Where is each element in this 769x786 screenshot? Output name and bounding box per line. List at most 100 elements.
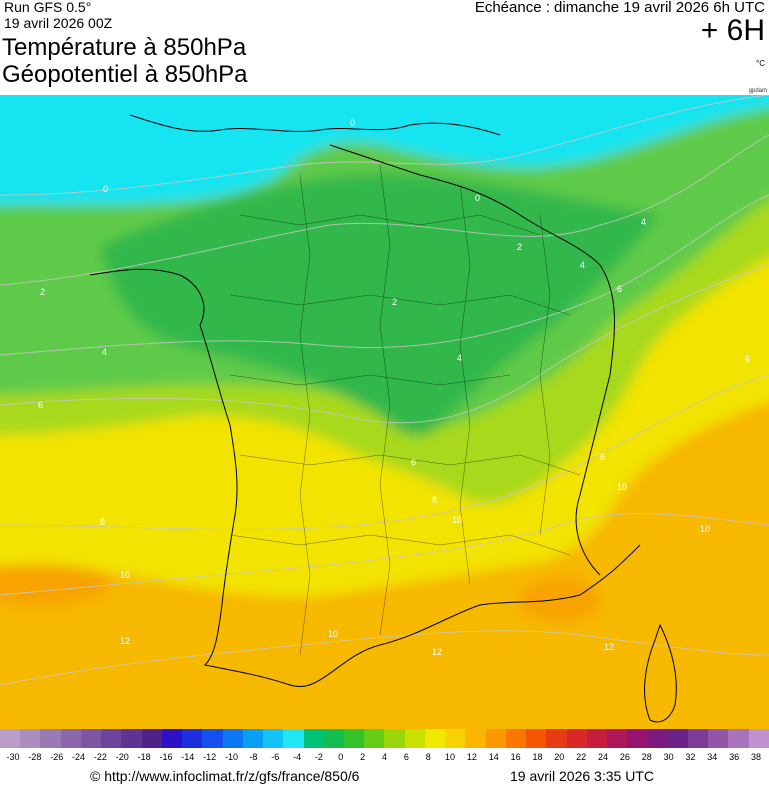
legend-swatch — [485, 729, 506, 748]
legend-swatch — [141, 729, 162, 748]
isotherm-label: 10 — [617, 482, 627, 492]
isotherm-label: 12 — [120, 636, 130, 646]
isotherm-label: 0 — [350, 118, 355, 128]
map-title-temperature: Température à 850hPa — [2, 34, 247, 61]
zone-orange-deep — [520, 578, 600, 622]
legend-tick-label: -28 — [28, 752, 42, 762]
isotherm-label: 2 — [392, 297, 397, 307]
legend-tick-label: -8 — [249, 752, 258, 762]
legend-swatch — [667, 729, 688, 748]
legend-tick-label: 8 — [425, 752, 431, 762]
legend-tick-label: 16 — [510, 752, 521, 762]
legend-swatch — [283, 729, 304, 748]
legend-swatch — [20, 729, 41, 748]
legend-tick-label: 36 — [729, 752, 740, 762]
legend-swatch — [242, 729, 264, 748]
legend-swatch — [40, 729, 61, 748]
legend-tick-label: -2 — [314, 752, 323, 762]
legend-swatch — [465, 729, 486, 748]
isotherm-label: 8 — [100, 517, 105, 527]
isotherm-label: 12 — [432, 647, 442, 657]
legend-swatch — [222, 729, 243, 748]
isotherm-label: 12 — [604, 642, 614, 652]
isotherm-label: 2 — [517, 242, 522, 252]
isotherm-label: 6 — [617, 284, 622, 294]
legend-swatch — [384, 729, 405, 748]
legend-tick-label: 20 — [554, 752, 565, 762]
legend-tick-label: 4 — [381, 752, 388, 762]
unit-label: °C — [756, 59, 765, 68]
isotherm-label: 0 — [103, 184, 108, 194]
legend-swatch — [687, 729, 709, 748]
color-scale-ticks: -30 -28 -26 -24 -22 -20 -18 -16 -14 -12 -10 -8 -6 -4-… — [0, 752, 769, 766]
color-scale-legend — [0, 729, 769, 748]
legend-tick-label: -20 — [115, 752, 129, 762]
isotherm-label: 4 — [102, 347, 107, 357]
legend-swatch — [364, 729, 385, 748]
isotherm-lines — [0, 95, 769, 686]
legend-swatch — [343, 729, 365, 748]
legend-tick-label: 22 — [576, 752, 587, 762]
legend-tick-label: 14 — [488, 752, 499, 762]
legend-tick-label: -4 — [293, 752, 302, 762]
legend-swatch — [80, 729, 102, 748]
legend-swatch — [182, 729, 203, 748]
legend-swatch — [60, 729, 81, 748]
legend-swatch — [424, 729, 446, 748]
isotherm-label: 4 — [580, 260, 585, 270]
brand-tag: gpdam — [748, 88, 767, 94]
legend-tick-label: -24 — [72, 752, 86, 762]
legend-swatch — [505, 729, 527, 748]
legend-swatch — [748, 729, 769, 748]
isotherm-label: 4 — [641, 217, 646, 227]
legend-swatch — [404, 729, 425, 748]
legend-swatch — [566, 729, 587, 748]
legend-swatch — [708, 729, 729, 748]
legend-tick-label: 38 — [750, 752, 762, 762]
legend-swatch — [526, 729, 547, 748]
map-title-geopotential: Géopotentiel à 850hPa — [2, 61, 248, 88]
legend-swatch — [263, 729, 284, 748]
legend-tick-label: -30 — [6, 752, 20, 762]
legend-swatch — [586, 729, 608, 748]
legend-swatch — [445, 729, 466, 748]
legend-tick-label: 10 — [445, 752, 456, 762]
legend-swatch — [546, 729, 567, 748]
legend-swatch — [323, 729, 344, 748]
legend-tick-label: 6 — [403, 752, 409, 762]
legend-tick-label: 28 — [641, 752, 652, 762]
source-url[interactable]: © http://www.infoclimat.fr/z/gfs/france/… — [90, 768, 360, 784]
run-date: 19 avril 2026 00Z — [4, 15, 113, 31]
isotherm-label: 6 — [411, 457, 416, 467]
isotherm-label: 8 — [432, 495, 437, 505]
legend-tick-label: 32 — [685, 752, 696, 762]
forecast-lead-time: + 6H — [700, 14, 765, 47]
isotherm-label: 10 — [120, 570, 130, 580]
department-borders — [229, 164, 581, 656]
legend-tick-label: 24 — [598, 752, 609, 762]
legend-swatch — [627, 729, 648, 748]
legend-tick-label: -14 — [181, 752, 195, 762]
isotherm-label: 10 — [700, 524, 710, 534]
legend-swatch — [0, 729, 21, 748]
zone-cyan — [0, 95, 769, 205]
legend-tick-label: -10 — [225, 752, 239, 762]
isotherm-label-group: 0 0 0 2 2 2 4 4 4 4 6 6 6 6 6 8 8 10 10 … — [38, 118, 750, 657]
legend-tick-label: 26 — [619, 752, 630, 762]
isotherm-label: 10 — [452, 515, 462, 525]
isotherm-label: 6 — [600, 452, 605, 462]
legend-swatch — [161, 729, 183, 748]
isotherm-label: 10 — [328, 629, 338, 639]
temperature-map: 0 0 0 2 2 2 4 4 4 4 6 6 6 6 6 8 8 10 10 … — [0, 95, 769, 729]
legend-tick-label: -18 — [137, 752, 151, 762]
legend-swatch — [647, 729, 668, 748]
generation-date: 19 avril 2026 3:35 UTC — [510, 768, 654, 784]
legend-tick-label: -6 — [271, 752, 280, 762]
legend-tick-label: 2 — [360, 752, 366, 762]
legend-tick-label: -26 — [50, 752, 64, 762]
legend-swatch — [303, 729, 324, 748]
legend-tick-label: 18 — [532, 752, 543, 762]
legend-tick-label: -22 — [93, 752, 107, 762]
zone-green-dark — [100, 173, 660, 436]
legend-tick-label: -16 — [159, 752, 173, 762]
